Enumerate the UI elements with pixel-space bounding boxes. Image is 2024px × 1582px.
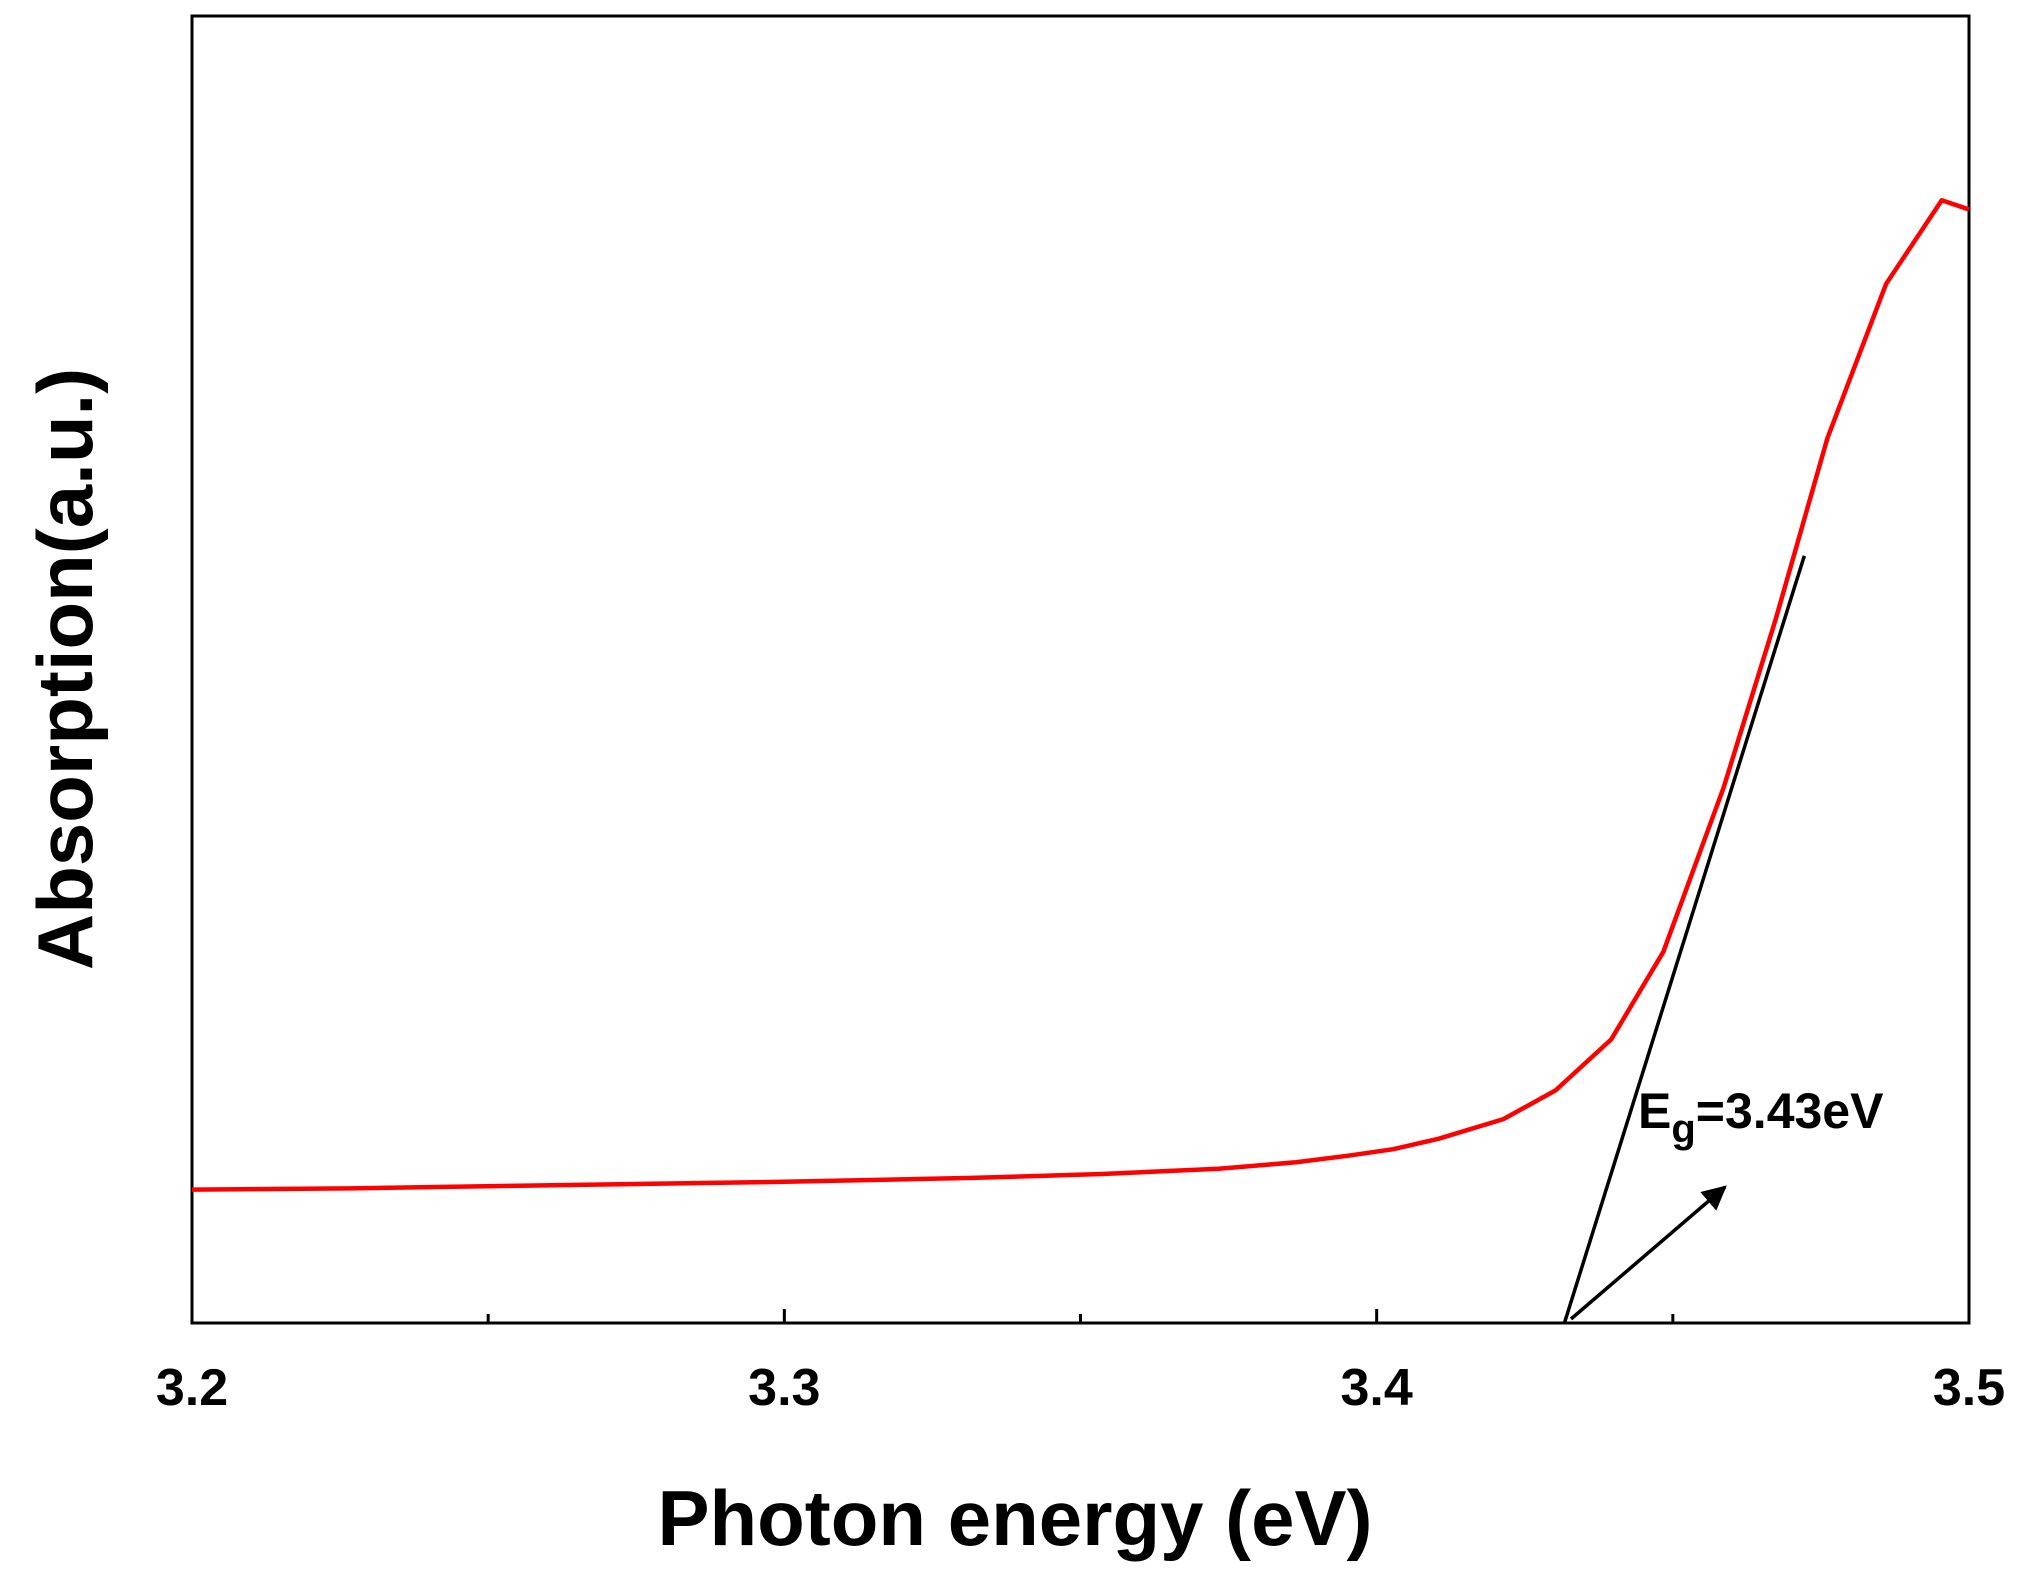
tangent-line xyxy=(1562,555,1807,1324)
annotation-sub: g xyxy=(1671,1107,1695,1151)
x-axis-title: Photon energy (eV) xyxy=(657,1474,1372,1562)
annotation: Eg=3.43eV xyxy=(1638,1083,1884,1151)
arrow xyxy=(1569,1185,1727,1321)
x-tick-label: 3.4 xyxy=(1341,1359,1413,1417)
data-line xyxy=(191,198,1970,1192)
x-tick-label: 3.5 xyxy=(1933,1359,2005,1417)
x-tick-label: 3.3 xyxy=(748,1359,820,1417)
x-tick-label: 3.2 xyxy=(156,1359,228,1417)
annotation-rest: =3.43eV xyxy=(1696,1083,1884,1139)
annotation-main: E xyxy=(1638,1083,1671,1139)
y-axis-title: Absorption(a.u.) xyxy=(21,368,109,970)
